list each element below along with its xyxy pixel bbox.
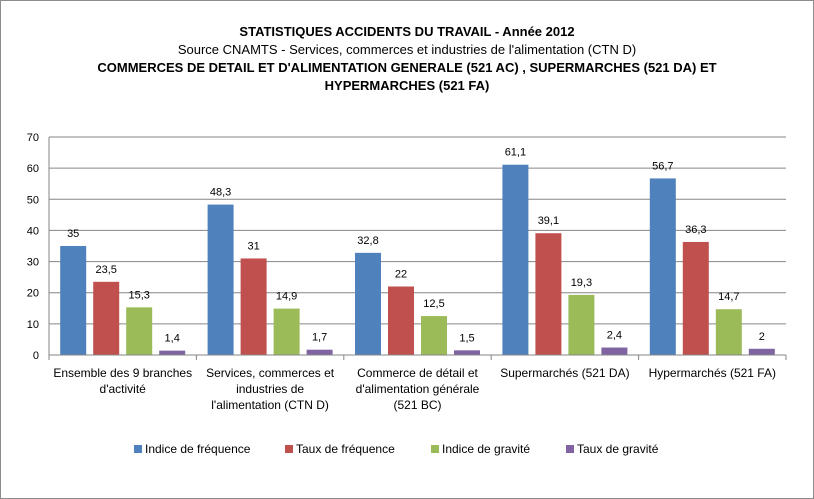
category-label-line: (521 BC) [393,398,441,412]
data-label: 23,5 [95,264,116,276]
bar [159,350,186,355]
data-label: 35 [67,228,79,240]
legend-swatch [134,445,142,453]
data-label: 14,7 [718,291,739,303]
chart-title-line-4: HYPERMARCHES (521 FA) [324,78,490,93]
data-label: 14,9 [276,291,297,303]
bar [126,307,153,355]
category-label-line: Ensemble des 9 branches [53,366,192,380]
y-tick-label: 70 [27,132,39,144]
bar [355,252,381,355]
bar [502,164,529,355]
data-label: 61,1 [505,147,526,159]
data-label: 15,3 [128,289,149,301]
data-label: 1,7 [312,332,327,344]
bar [649,178,676,355]
category-label-line: Commerce de détail et [357,366,478,380]
bar [682,241,709,355]
bar [93,281,120,355]
legend-swatch [285,445,293,453]
legend-label: Taux de gravité [577,442,659,456]
legend-swatch [431,445,439,453]
data-label: 31 [247,240,259,252]
data-label: 22 [395,268,407,280]
y-tick-label: 0 [33,350,39,362]
bar [535,233,562,355]
bar [568,294,595,355]
data-label: 36,3 [685,224,706,236]
data-label: 39,1 [538,215,559,227]
bar [421,316,447,355]
bar [454,350,480,355]
y-tick-label: 10 [27,319,39,331]
category-label-line: industries de [236,382,304,396]
data-label: 12,5 [423,298,444,310]
bar [748,348,775,355]
legend-label: Indice de fréquence [145,442,251,456]
data-label: 48,3 [210,187,231,199]
bar [715,309,742,355]
category-label-line: Services, commerces et [206,366,335,380]
data-label: 2,4 [607,330,622,342]
bar [60,246,87,355]
bar [273,308,300,355]
category-label-line: d'alimentation générale [356,382,480,396]
bar [240,258,267,355]
legend-label: Taux de fréquence [296,442,395,456]
category-label: Services, commerces et industries de l'ali… [206,366,335,412]
category-label: Hypermarchés (521 FA) [649,366,776,380]
data-label: 56,7 [652,160,673,172]
bar [388,286,414,355]
chart-title-line-3: COMMERCES DE DETAIL ET D'ALIMENTATION GE… [97,60,717,75]
y-tick-label: 30 [27,257,39,269]
category-label-line: Hypermarchés (521 FA) [649,366,776,380]
y-tick-label: 60 [27,163,39,175]
category-label-line: d'activité [100,382,147,396]
legend-label: Indice de gravité [442,442,530,456]
bar [306,349,333,355]
y-tick-label: 20 [27,288,39,300]
category-label: Commerce de détail et d'alimentation géné… [356,366,480,412]
chart-subtitle: Source CNAMTS - Services, commerces et i… [177,42,637,57]
data-label: 1,5 [459,332,474,344]
data-label: 2 [759,331,765,343]
y-tick-label: 50 [27,194,39,206]
bar [207,204,234,355]
data-label: 19,3 [571,277,592,289]
chart-title: STATISTIQUES ACCIDENTS DU TRAVAIL - Anné… [239,24,575,39]
category-label-line: Supermarchés (521 DA) [500,366,629,380]
category-label: Supermarchés (521 DA) [500,366,629,380]
legend-swatch [566,445,574,453]
data-label: 32,8 [357,235,378,247]
data-label: 1,4 [165,333,180,345]
bar [601,347,628,355]
category-label-line: l'alimentation (CTN D) [211,398,329,412]
y-tick-label: 40 [27,225,39,237]
category-label: Ensemble des 9 branches d'activité [53,366,192,396]
